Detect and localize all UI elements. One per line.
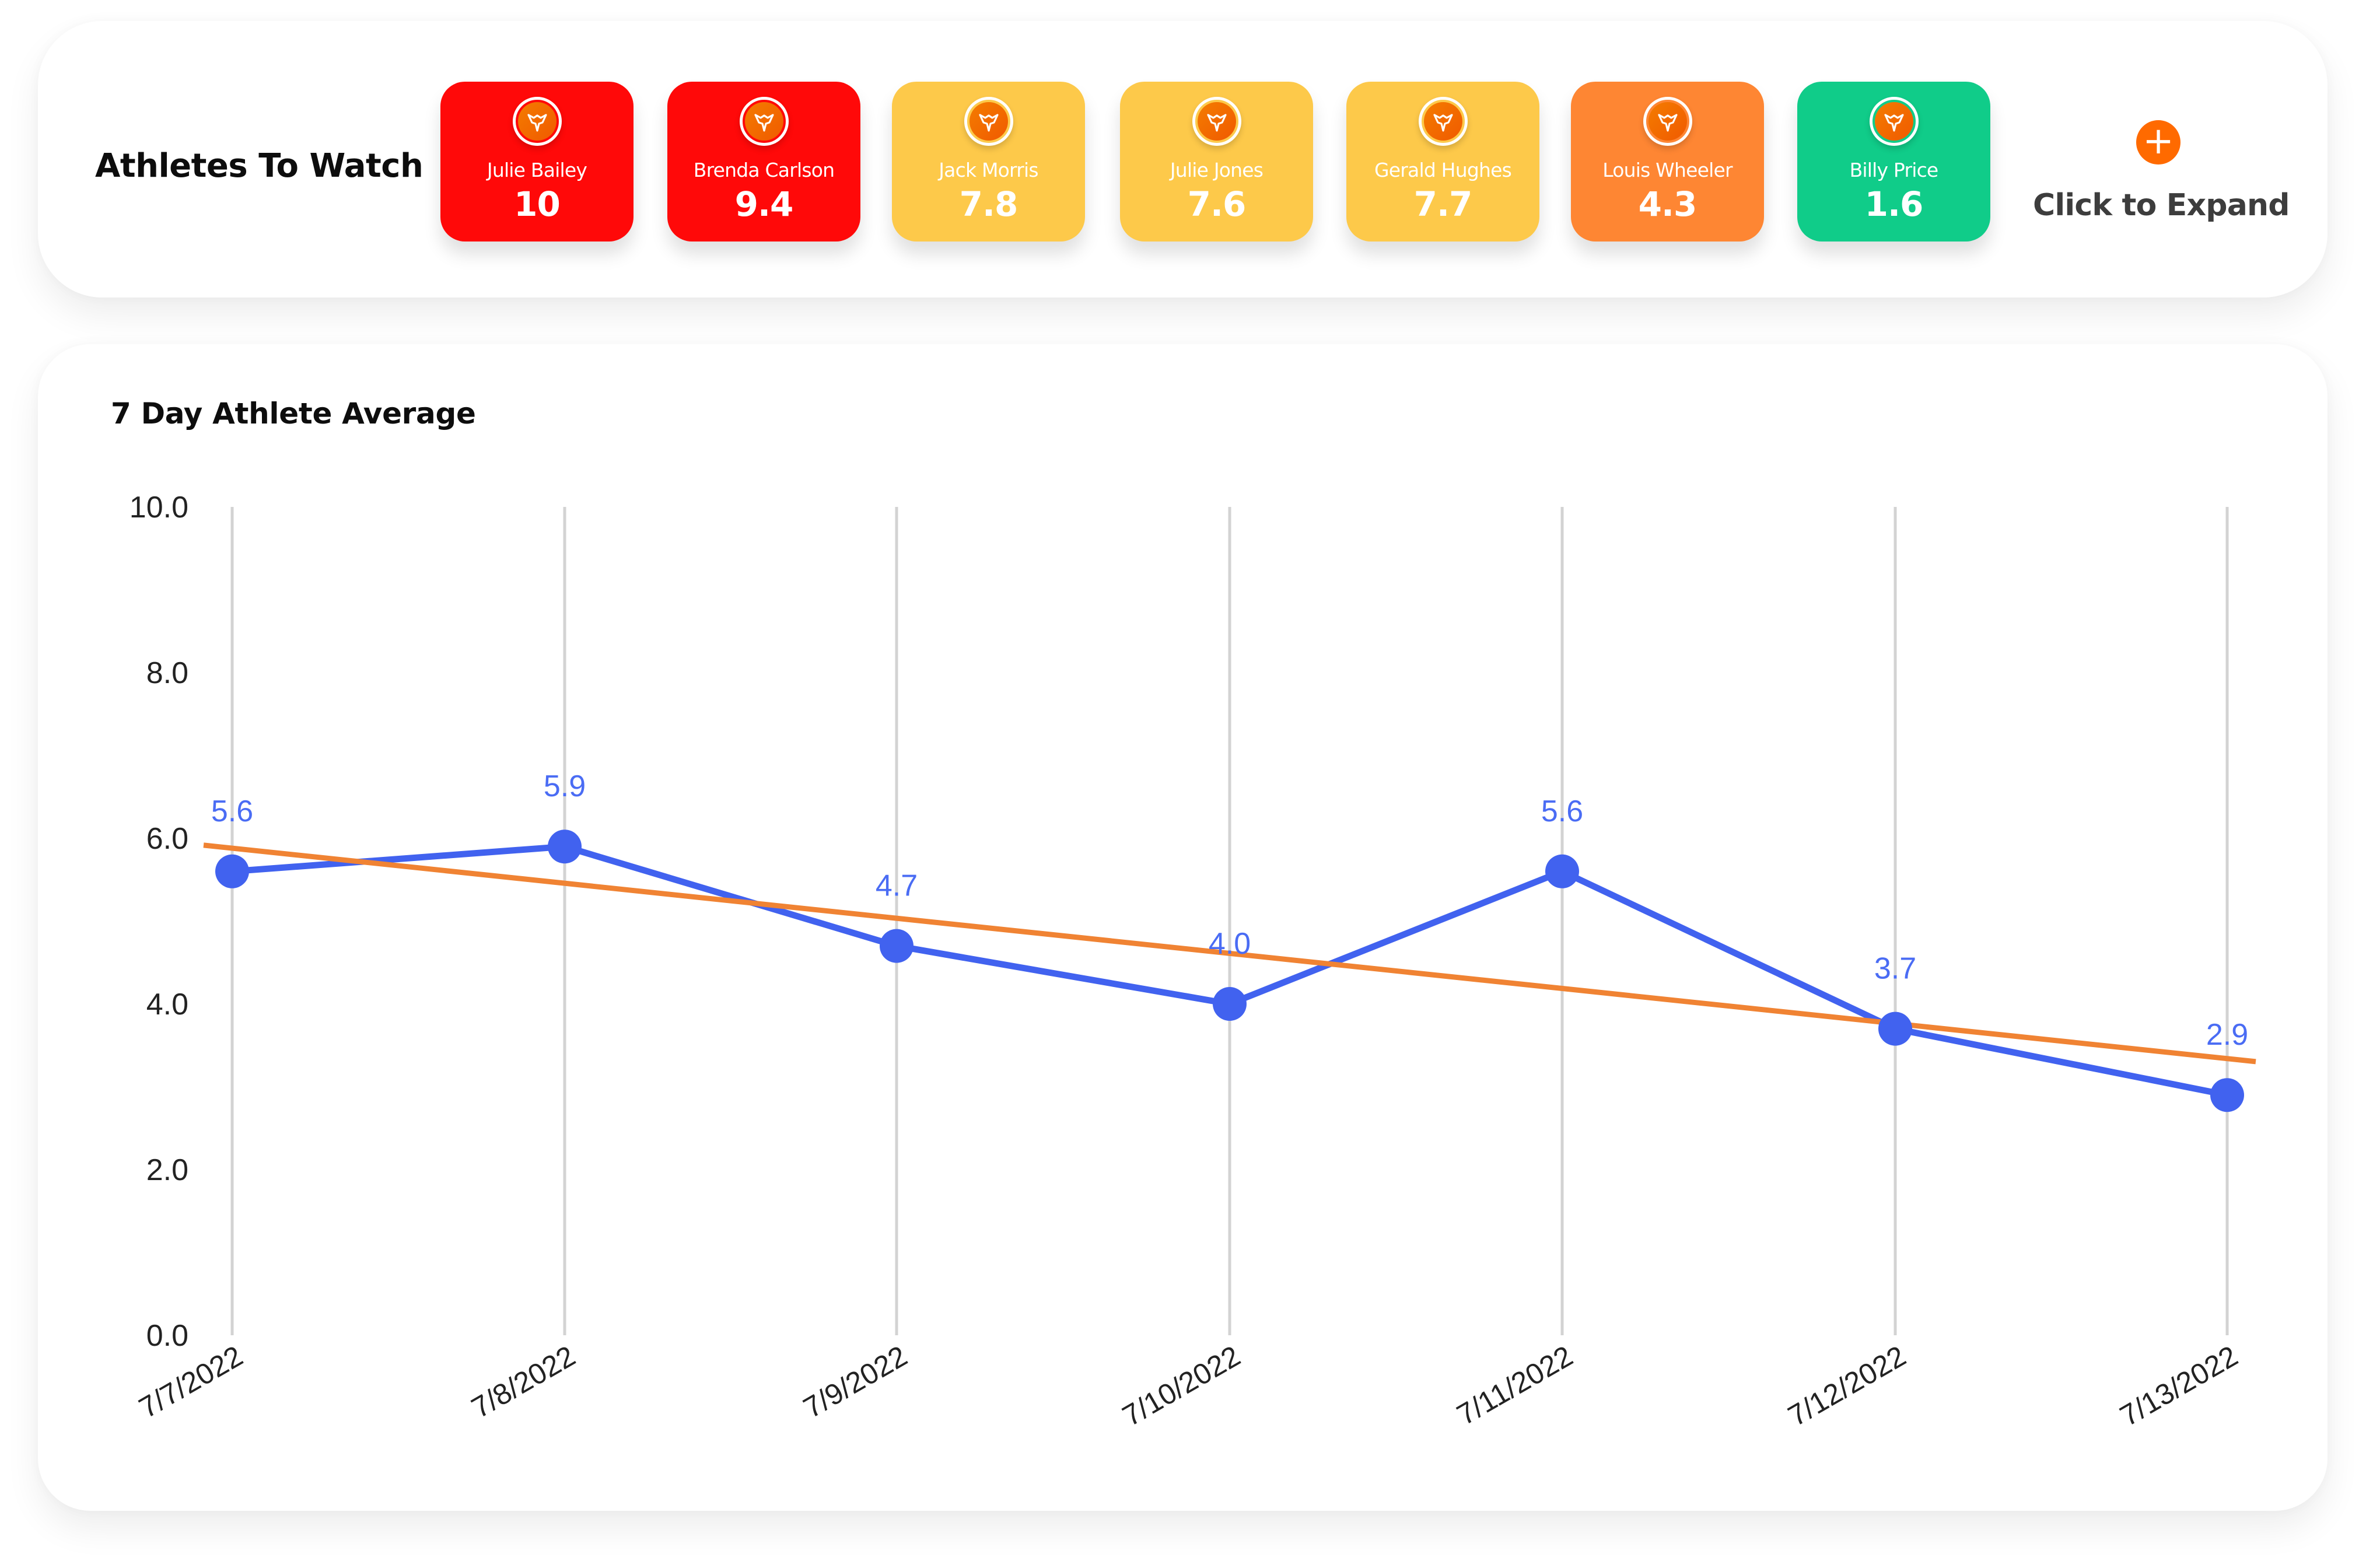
y-tick-label: 10.0: [130, 491, 188, 524]
athlete-card[interactable]: Jack Morris 7.8: [892, 82, 1085, 242]
athlete-score: 4.3: [1638, 184, 1698, 224]
team-logo-icon: [1197, 102, 1236, 141]
x-tick-label: 7/10/2022: [1117, 1339, 1246, 1433]
athlete-score: 10: [514, 184, 561, 224]
data-point-label: 4.0: [1209, 927, 1251, 961]
y-tick-label: 2.0: [146, 1153, 188, 1187]
data-point-marker[interactable]: [2210, 1078, 2244, 1112]
athlete-card[interactable]: Julie Bailey 10: [440, 82, 634, 242]
data-point-marker[interactable]: [1213, 987, 1247, 1021]
athlete-score: 7.8: [959, 184, 1019, 224]
team-logo-icon: [517, 102, 556, 141]
athlete-name: Billy Price: [1849, 159, 1939, 181]
data-point-marker[interactable]: [548, 830, 582, 864]
x-tick-label: 7/8/2022: [466, 1339, 581, 1424]
y-tick-label: 4.0: [146, 988, 188, 1021]
data-point-marker[interactable]: [1545, 854, 1579, 888]
data-point-label: 5.6: [1541, 794, 1583, 828]
data-point-label: 5.9: [544, 769, 586, 803]
athlete-score: 7.6: [1187, 184, 1247, 224]
x-tick-label: 7/11/2022: [1451, 1339, 1578, 1432]
athlete-card[interactable]: Gerald Hughes 7.7: [1346, 82, 1539, 242]
athlete-card[interactable]: Julie Jones 7.6: [1120, 82, 1313, 242]
athlete-score: 9.4: [734, 184, 794, 224]
team-logo-icon: [969, 102, 1008, 141]
x-tick-label: 7/12/2022: [1783, 1339, 1912, 1433]
seven-day-average-panel: 7 Day Athlete Average 0.0 2.0 4.0 6.0 8.0 10.…: [38, 344, 2328, 1511]
athlete-name: Gerald Hughes: [1374, 159, 1512, 181]
click-to-expand-label: Click to Expand: [2033, 188, 2290, 223]
click-to-expand-button[interactable]: + Click to Expand: [2033, 120, 2290, 237]
line-chart: 0.02.04.06.08.010.07/7/2022 7/8/2022 7/9/2…: [130, 491, 2256, 1433]
avatar: [1643, 97, 1692, 146]
data-point-label: 4.7: [876, 869, 918, 903]
athlete-name: Julie Jones: [1170, 159, 1264, 181]
avatar: [1192, 97, 1241, 146]
avatar: [512, 97, 562, 146]
athlete-card[interactable]: Louis Wheeler 4.3: [1571, 82, 1764, 242]
data-point-marker[interactable]: [215, 854, 249, 888]
athletes-to-watch-title: Athletes To Watch: [95, 147, 424, 185]
data-point-marker[interactable]: [880, 929, 914, 963]
athlete-name: Louis Wheeler: [1602, 159, 1732, 181]
team-logo-icon: [744, 102, 783, 141]
avatar: [1869, 97, 1919, 146]
team-logo-icon: [1423, 102, 1462, 141]
data-point-label: 2.9: [2206, 1018, 2248, 1052]
avatar: [964, 97, 1013, 146]
team-logo-icon: [1648, 102, 1687, 141]
data-point-label: 3.7: [1874, 952, 1916, 986]
athlete-name: Julie Bailey: [487, 159, 587, 181]
x-tick-label: 7/13/2022: [2115, 1339, 2244, 1433]
y-tick-label: 8.0: [146, 656, 188, 690]
chart-title: 7 Day Athlete Average: [111, 397, 476, 430]
athlete-name: Jack Morris: [939, 159, 1038, 181]
trendline: [203, 842, 2256, 1065]
athlete-card[interactable]: Billy Price 1.6: [1797, 82, 1990, 242]
athlete-score: 7.7: [1413, 184, 1473, 224]
team-logo-icon: [1874, 102, 1913, 141]
x-tick-label: 7/9/2022: [798, 1339, 913, 1424]
avatar: [1418, 97, 1468, 146]
athlete-name: Brenda Carlson: [693, 159, 835, 181]
athletes-to-watch-panel: Athletes To Watch Julie Bailey 10 Brenda C…: [38, 21, 2328, 298]
data-point-marker[interactable]: [1878, 1012, 1912, 1046]
athlete-card[interactable]: Brenda Carlson 9.4: [667, 82, 860, 242]
avatar: [739, 97, 789, 146]
plus-icon: +: [2136, 120, 2180, 164]
data-point-label: 5.6: [211, 794, 253, 828]
y-tick-label: 0.0: [146, 1319, 188, 1353]
athlete-score: 1.6: [1864, 184, 1924, 224]
y-tick-label: 6.0: [146, 822, 188, 856]
